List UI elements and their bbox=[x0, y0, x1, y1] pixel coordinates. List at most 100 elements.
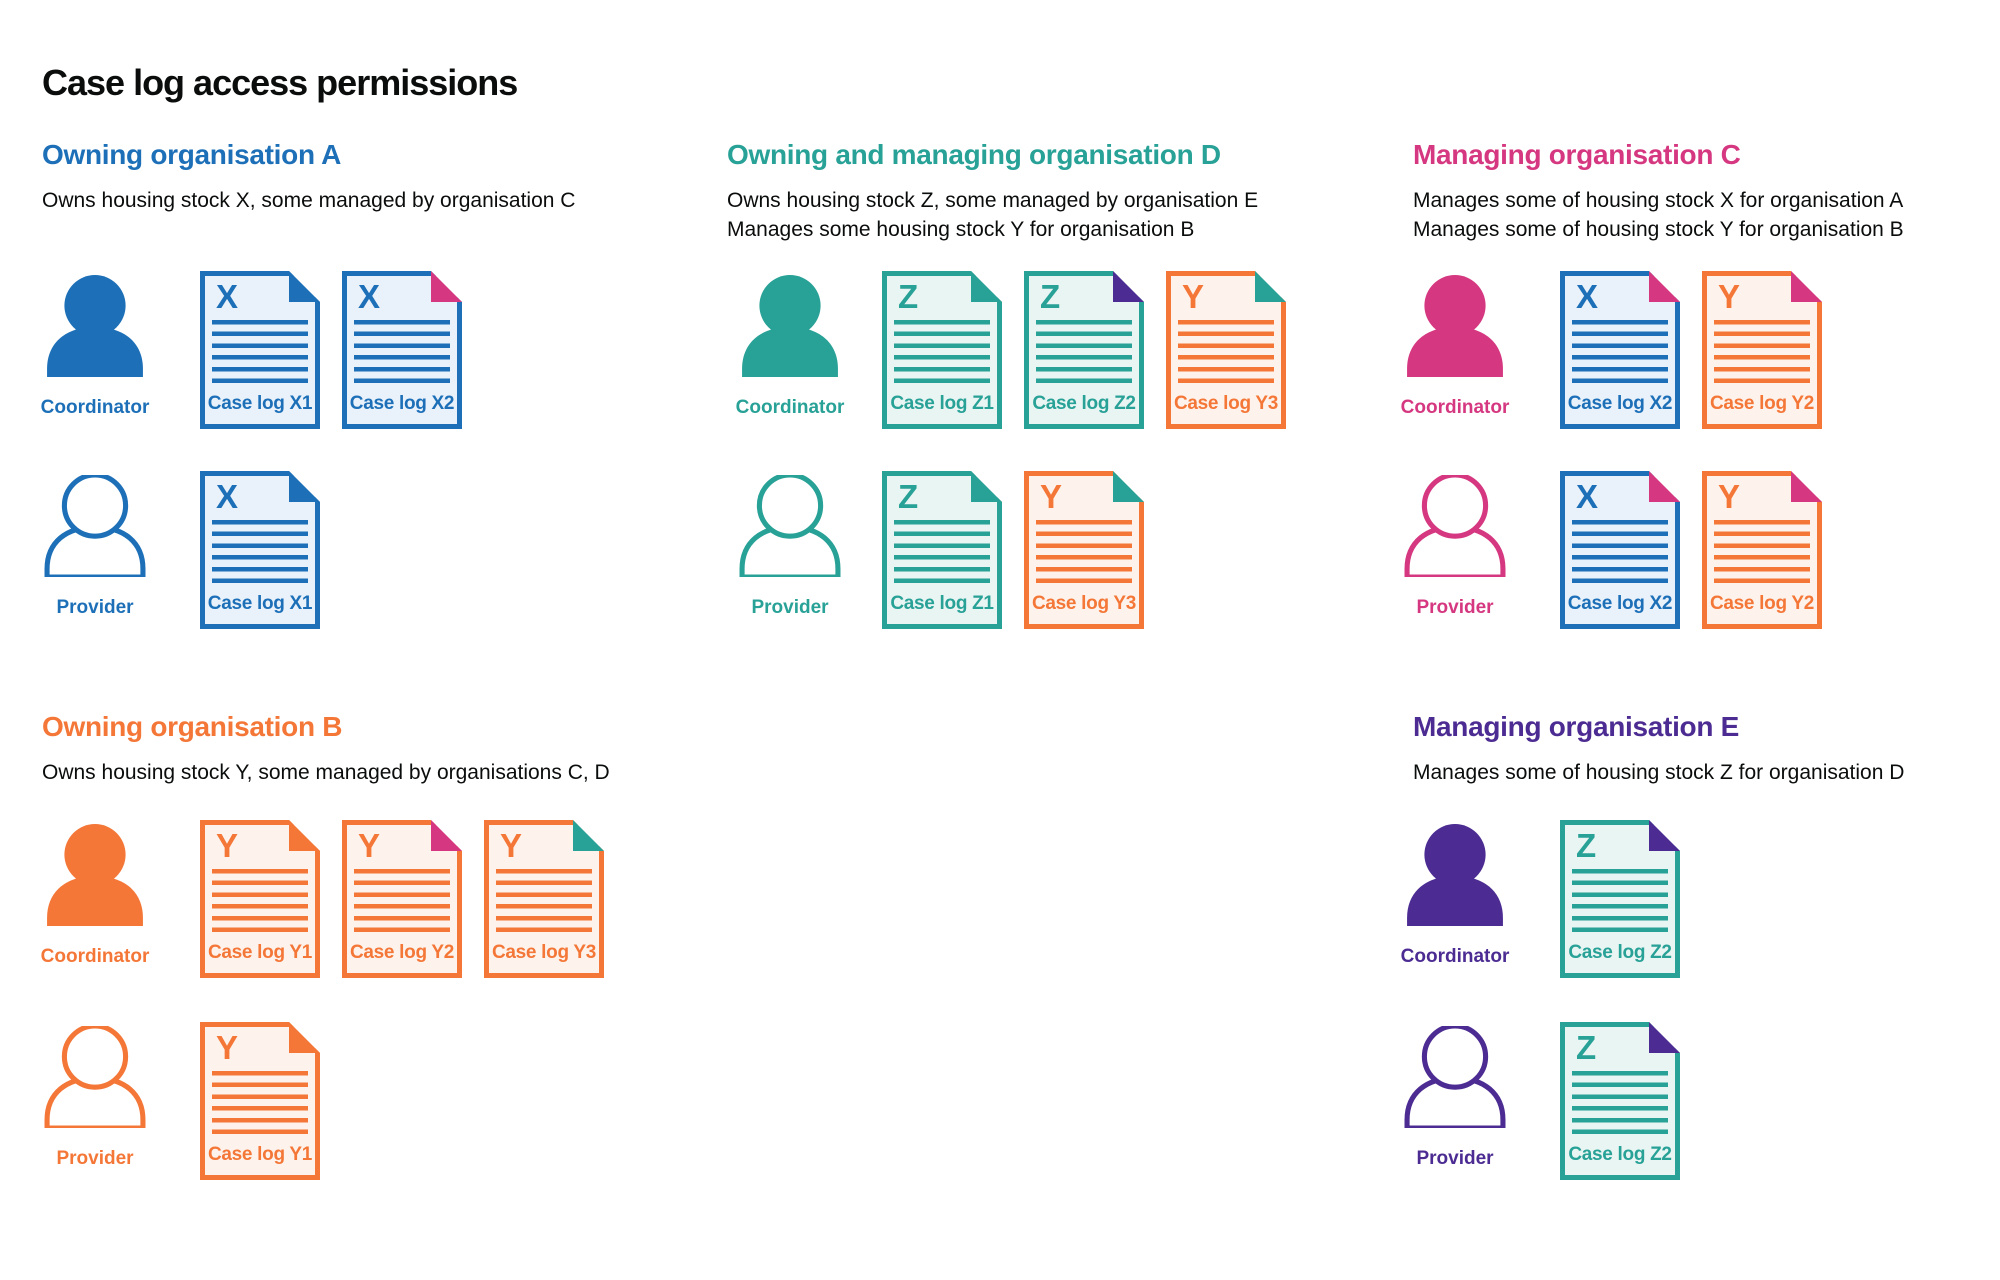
section-heading: Owning organisation B bbox=[42, 711, 343, 742]
document-text-lines-icon bbox=[212, 869, 308, 932]
document-text-lines-icon bbox=[1572, 520, 1668, 583]
document-text-lines-icon bbox=[354, 320, 450, 383]
coordinator-row: Coordinator Z Case log Z2 bbox=[1401, 820, 2000, 980]
coordinator-row: Coordinator Z Case log Z1 Z Case log Z2 … bbox=[727, 271, 1367, 431]
section-owning-organisation-b: Owning organisation B Owns housing stock… bbox=[41, 711, 682, 1180]
case-log-document: Z Case log Z1 bbox=[882, 271, 1002, 429]
case-log-label: Case log X1 bbox=[207, 393, 313, 414]
case-log-label: Case log Z2 bbox=[1568, 1144, 1672, 1165]
section-description: Owns housing stock Z, some managed by or… bbox=[727, 186, 1367, 244]
person-role-label: Coordinator bbox=[1400, 946, 1510, 967]
person-role-label: Coordinator bbox=[1400, 397, 1510, 418]
description-line: Manages some of housing stock Z for orga… bbox=[1413, 760, 1905, 784]
provider-row: Provider Z Case log Z1 Y Case log Y3 bbox=[727, 471, 1367, 631]
stock-letter: Z bbox=[898, 478, 919, 515]
section-owning-organisation-a: Owning organisation A Owns housing stock… bbox=[41, 139, 682, 629]
case-log-document: X Case log X1 bbox=[200, 471, 320, 629]
section-description: Manages some of housing stock Z for orga… bbox=[1413, 758, 2000, 787]
case-log-label: Case log Y2 bbox=[349, 942, 455, 963]
stock-letter: Y bbox=[216, 827, 239, 864]
document-text-lines-icon bbox=[212, 1071, 308, 1134]
case-log-document: Z Case log Z1 bbox=[882, 471, 1002, 629]
case-log-label: Case log Y3 bbox=[491, 942, 597, 963]
section-heading: Managing organisation C bbox=[1413, 139, 1741, 170]
page-title: Case log access permissions bbox=[42, 62, 518, 104]
section-description: Owns housing stock X, some managed by or… bbox=[42, 186, 682, 215]
coordinator-row: Coordinator X Case log X2 Y Case log Y2 bbox=[1401, 271, 2000, 431]
stock-letter: Z bbox=[1040, 278, 1061, 315]
case-log-document: X Case log X2 bbox=[1560, 271, 1680, 429]
provider-person-icon bbox=[1404, 1026, 1506, 1128]
document-text-lines-icon bbox=[1572, 869, 1668, 932]
case-log-label: Case log X2 bbox=[349, 393, 455, 414]
document-text-lines-icon bbox=[1036, 520, 1132, 583]
case-log-label: Case log X1 bbox=[207, 593, 313, 614]
person-role-label: Coordinator bbox=[40, 946, 150, 967]
stock-letter: Y bbox=[1718, 478, 1741, 515]
description-line: Manages some of housing stock Y for orga… bbox=[1413, 217, 1904, 241]
document-text-lines-icon bbox=[1572, 320, 1668, 383]
document-text-lines-icon bbox=[894, 520, 990, 583]
description-line: Manages some of housing stock X for orga… bbox=[1413, 188, 1904, 212]
document-text-lines-icon bbox=[1714, 520, 1810, 583]
person-role-label: Provider bbox=[56, 597, 134, 618]
stock-letter: X bbox=[1576, 278, 1599, 315]
case-log-document: Y Case log Y3 bbox=[484, 820, 604, 978]
person-role-label: Provider bbox=[751, 597, 829, 618]
provider-person-icon bbox=[739, 475, 841, 577]
case-log-label: Case log Y3 bbox=[1031, 593, 1137, 614]
case-log-document: Y Case log Y3 bbox=[1166, 271, 1286, 429]
stock-letter: X bbox=[216, 478, 239, 515]
document-text-lines-icon bbox=[1178, 320, 1274, 383]
section-description: Owns housing stock Y, some managed by or… bbox=[42, 758, 682, 787]
description-line: Owns housing stock Y, some managed by or… bbox=[42, 760, 610, 784]
section-description: Manages some of housing stock X for orga… bbox=[1413, 186, 2000, 244]
document-text-lines-icon bbox=[212, 320, 308, 383]
case-log-document: Z Case log Z2 bbox=[1024, 271, 1144, 429]
coordinator-person-icon bbox=[1407, 275, 1503, 377]
document-text-lines-icon bbox=[1572, 1071, 1668, 1134]
stock-letter: Z bbox=[1576, 1029, 1597, 1066]
coordinator-row: Coordinator X Case log X1 X Case log X2 bbox=[41, 271, 682, 431]
stock-letter: X bbox=[1576, 478, 1599, 515]
case-log-document: Y Case log Y1 bbox=[200, 820, 320, 978]
section-heading: Owning and managing organisation D bbox=[727, 139, 1221, 170]
person-role-label: Coordinator bbox=[735, 397, 845, 418]
case-log-label: Case log Z2 bbox=[1568, 942, 1672, 963]
description-line: Owns housing stock X, some managed by or… bbox=[42, 188, 576, 212]
case-log-document: Y Case log Y2 bbox=[342, 820, 462, 978]
stock-letter: X bbox=[358, 278, 381, 315]
section-heading: Owning organisation A bbox=[42, 139, 342, 170]
case-log-label: Case log Y2 bbox=[1709, 393, 1815, 414]
document-text-lines-icon bbox=[1714, 320, 1810, 383]
section-heading: Managing organisation E bbox=[1413, 711, 1740, 742]
provider-person-icon bbox=[44, 1026, 146, 1128]
case-log-document: Y Case log Y2 bbox=[1702, 271, 1822, 429]
section-managing-organisation-e: Managing organisation E Manages some of … bbox=[1401, 711, 2000, 1180]
description-line: Manages some housing stock Y for organis… bbox=[727, 217, 1195, 241]
stock-letter: Z bbox=[898, 278, 919, 315]
case-log-label: Case log X2 bbox=[1567, 593, 1673, 614]
document-text-lines-icon bbox=[212, 520, 308, 583]
document-text-lines-icon bbox=[496, 869, 592, 932]
stock-letter: Y bbox=[1040, 478, 1063, 515]
stock-letter: X bbox=[216, 278, 239, 315]
case-log-document: X Case log X1 bbox=[200, 271, 320, 429]
case-log-label: Case log Y2 bbox=[1709, 593, 1815, 614]
stock-letter: Y bbox=[1182, 278, 1205, 315]
stock-letter: Y bbox=[216, 1029, 239, 1066]
case-log-label: Case log Y1 bbox=[207, 942, 313, 963]
case-log-label: Case log Y3 bbox=[1173, 393, 1279, 414]
provider-person-icon bbox=[1404, 475, 1506, 577]
coordinator-person-icon bbox=[47, 275, 143, 377]
stock-letter: Y bbox=[1718, 278, 1741, 315]
provider-row: Provider X Case log X1 bbox=[42, 471, 682, 631]
case-log-label: Case log Y1 bbox=[207, 1144, 313, 1165]
person-role-label: Provider bbox=[56, 1148, 134, 1169]
section-managing-organisation-c: Managing organisation C Manages some of … bbox=[1401, 139, 2000, 629]
case-log-document: Y Case log Y2 bbox=[1702, 471, 1822, 629]
case-log-document: X Case log X2 bbox=[342, 271, 462, 429]
case-log-label: Case log Z1 bbox=[890, 393, 994, 414]
document-text-lines-icon bbox=[1036, 320, 1132, 383]
